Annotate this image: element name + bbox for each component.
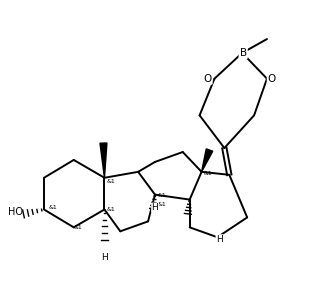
Text: &1: &1 <box>106 207 115 212</box>
Text: H: H <box>216 235 223 244</box>
Text: HO: HO <box>8 208 23 217</box>
Text: B: B <box>240 48 247 58</box>
Text: &1: &1 <box>106 179 115 184</box>
Text: O: O <box>268 74 276 84</box>
Polygon shape <box>201 149 213 172</box>
Text: &1: &1 <box>204 171 212 176</box>
Text: &1: &1 <box>74 225 83 230</box>
Text: O: O <box>203 74 212 84</box>
Text: &1: &1 <box>158 193 167 198</box>
Text: &1: &1 <box>49 205 58 210</box>
Text: H: H <box>152 203 159 212</box>
Polygon shape <box>100 143 107 178</box>
Text: H: H <box>101 253 108 261</box>
Text: &1: &1 <box>158 202 167 207</box>
